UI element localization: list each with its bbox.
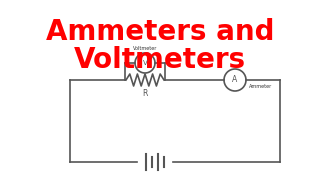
Text: R: R — [142, 89, 148, 98]
Text: Ammeter: Ammeter — [249, 84, 272, 89]
Text: A: A — [232, 75, 238, 84]
Text: Ammeters and: Ammeters and — [46, 18, 274, 46]
Text: V: V — [143, 60, 148, 66]
Circle shape — [224, 69, 246, 91]
Text: Voltmeter: Voltmeter — [133, 46, 157, 51]
Circle shape — [135, 53, 155, 73]
Text: Voltmeters: Voltmeters — [74, 46, 246, 74]
